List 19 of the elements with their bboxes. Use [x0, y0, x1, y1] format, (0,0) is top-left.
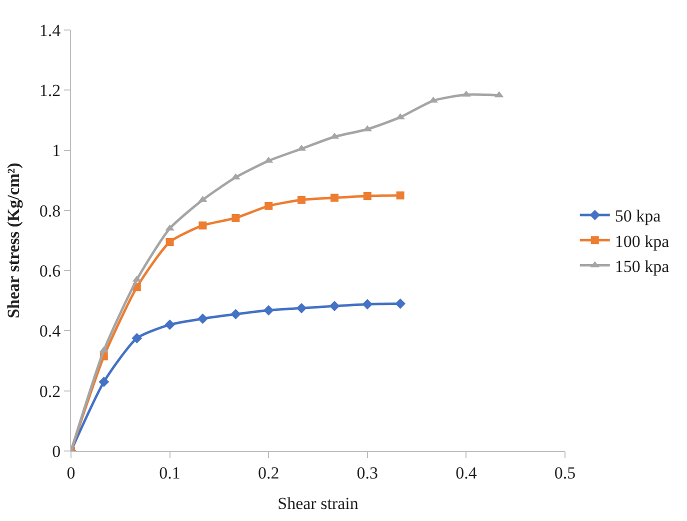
y-tick-label: 0.8	[39, 201, 61, 220]
legend-label: 150 kpa	[614, 256, 670, 276]
x-tick-label: 0.2	[258, 463, 280, 482]
y-tick-label: 0.4	[39, 322, 62, 341]
x-tick-label: 0.4	[456, 463, 478, 482]
x-tick-label: 0	[66, 463, 76, 482]
y-axis-title: Shear stress (Kg/cm²)	[4, 162, 23, 318]
x-tick-label: 0.5	[554, 463, 576, 482]
x-tick-label: 0.1	[159, 463, 180, 482]
y-tick-label: 0.2	[39, 382, 61, 401]
y-tick-label: 1	[52, 141, 61, 160]
x-axis-title: Shear strain	[278, 494, 359, 513]
x-tick-label: 0.3	[356, 463, 378, 482]
y-tick-label: 0.6	[39, 262, 61, 281]
y-tick-label: 1.2	[39, 81, 61, 100]
y-tick-label: 1.4	[39, 20, 62, 40]
y-tick-label: 0	[52, 442, 61, 461]
legend-label: 50 kpa	[614, 206, 662, 226]
legend-label: 100 kpa	[614, 232, 670, 251]
